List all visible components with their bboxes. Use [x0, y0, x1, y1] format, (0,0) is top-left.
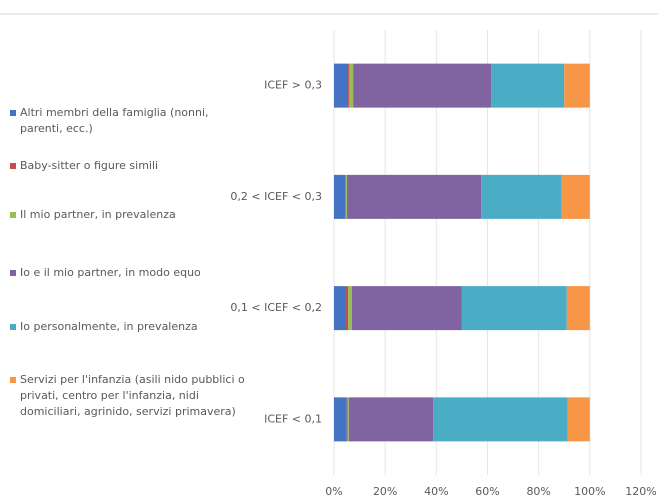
legend-swatch — [10, 270, 16, 276]
legend-item: Baby-sitter o figure simili — [10, 158, 250, 174]
bar-segment — [334, 286, 346, 331]
bar-segment — [353, 63, 492, 108]
legend-swatch — [10, 212, 16, 218]
legend-label: Servizi per l'infanzia (asili nido pubbl… — [20, 373, 245, 418]
bar-segment — [345, 286, 349, 331]
bar-segment — [347, 397, 349, 442]
legend-swatch — [10, 163, 16, 169]
x-tick-label: 0% — [325, 485, 342, 498]
legend-swatch — [10, 377, 16, 383]
legend-item: Io e il mio partner, in modo equo — [10, 265, 250, 281]
legend-swatch — [10, 110, 16, 116]
bar-segment — [566, 286, 590, 331]
bar-segment — [491, 63, 565, 108]
bar-segment — [346, 397, 348, 442]
legend-label: Baby-sitter o figure simili — [20, 159, 159, 172]
bar-segment — [348, 397, 434, 442]
legend-swatch — [10, 324, 16, 330]
y-tick-label: ICEF < 0,1 — [264, 412, 322, 425]
x-tick-label: 100% — [574, 485, 605, 498]
legend-label: Io personalmente, in prevalenza — [20, 320, 198, 333]
bar-segment — [334, 174, 346, 219]
bar-segment — [561, 174, 590, 219]
legend-label: Il mio partner, in prevalenza — [20, 208, 176, 221]
x-tick-label: 20% — [373, 485, 397, 498]
x-tick-label: 60% — [475, 485, 499, 498]
x-tick-label: 120% — [625, 485, 656, 498]
legend-item: Altri membri della famiglia (nonni, pare… — [10, 105, 250, 137]
bar-segment — [348, 286, 352, 331]
y-tick-label: 0,2 < ICEF < 0,3 — [230, 190, 322, 203]
bar-segment — [349, 63, 354, 108]
x-tick-label: 40% — [424, 485, 448, 498]
bar-segment — [345, 174, 348, 219]
legend-item: Servizi per l'infanzia (asili nido pubbl… — [10, 372, 250, 420]
bar-segment — [481, 174, 562, 219]
y-tick-label: 0,1 < ICEF < 0,2 — [230, 301, 322, 314]
bar-segment — [567, 397, 590, 442]
bar-segment — [345, 174, 346, 219]
bar-segment — [461, 286, 567, 331]
bar-segment — [334, 63, 349, 108]
legend-label: Io e il mio partner, in modo equo — [20, 266, 201, 279]
bar-segment — [433, 397, 568, 442]
legend-label: Altri membri della famiglia (nonni, pare… — [20, 106, 209, 135]
legend-item: Io personalmente, in prevalenza — [10, 319, 250, 335]
bar-segment — [348, 63, 350, 108]
bar-segment — [334, 397, 347, 442]
bar-segment — [564, 63, 590, 108]
bar-segment — [347, 174, 482, 219]
y-tick-label: ICEF > 0,3 — [264, 79, 322, 92]
x-tick-label: 80% — [526, 485, 550, 498]
bar-segment — [351, 286, 462, 331]
legend-item: Il mio partner, in prevalenza — [10, 207, 250, 223]
